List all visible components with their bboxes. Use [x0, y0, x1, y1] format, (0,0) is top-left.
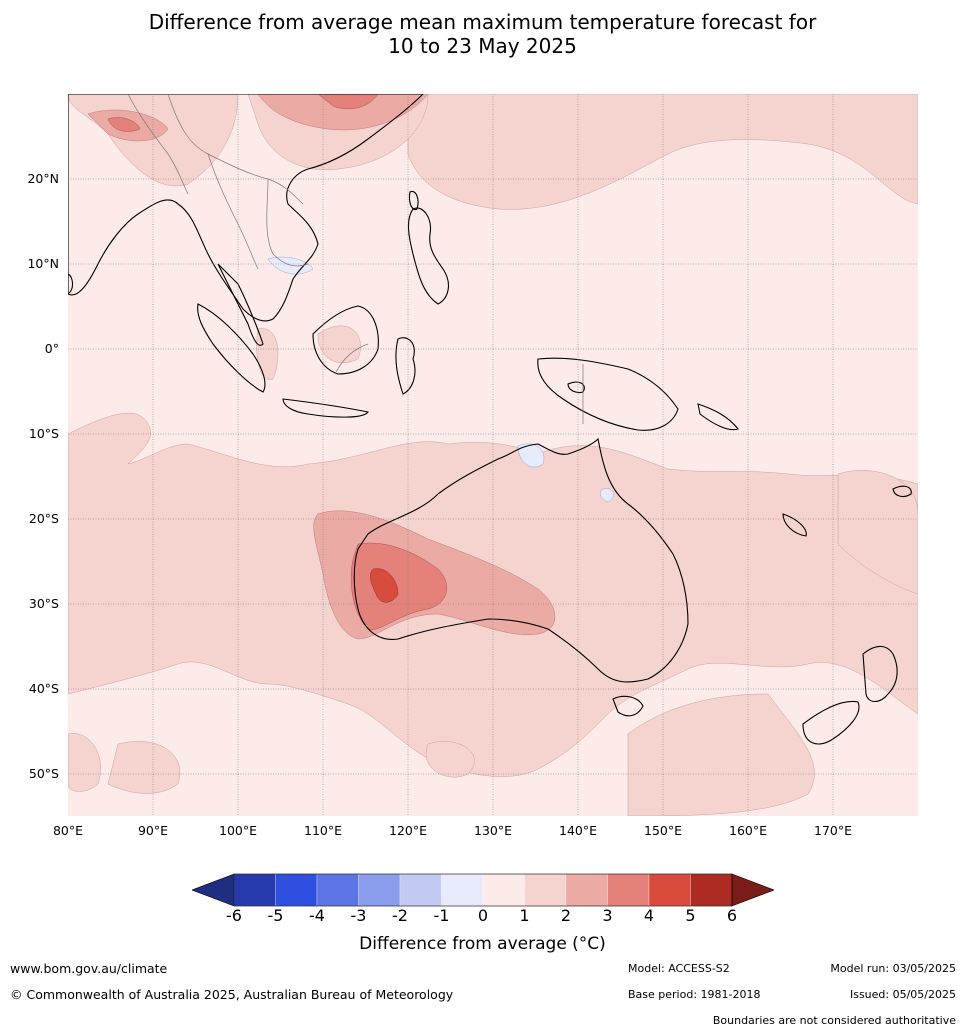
anomaly-4-5-regions	[370, 568, 399, 603]
lon-label-150e: 150°E	[643, 823, 683, 838]
lat-label-20n: 20°N	[27, 171, 59, 186]
colorbar-tick-label: -4	[309, 906, 325, 925]
colorbar-tick-label: -5	[267, 906, 284, 925]
coastlines	[68, 94, 912, 745]
colorbar-tick-label: 2	[560, 906, 572, 925]
base-period-text: Base period: 1981-2018	[628, 988, 761, 1001]
model-run-text: Model run: 03/05/2025	[830, 962, 956, 975]
lon-label-170e: 170°E	[813, 823, 853, 838]
anomaly-negative-patches	[267, 256, 614, 503]
title-line-2: 10 to 23 May 2025	[388, 34, 577, 58]
colorbar-segment	[275, 873, 318, 907]
colorbar-segment	[524, 873, 567, 907]
colorbar-segment	[233, 873, 276, 907]
anomaly-3-4-regions	[107, 94, 447, 631]
lon-label-90e: 90°E	[137, 823, 169, 838]
colorbar-tick-label: 0	[477, 906, 489, 925]
website-link[interactable]: www.bom.gov.au/climate	[10, 961, 168, 976]
lat-label-10n: 10°N	[27, 256, 59, 271]
colorbar-tick-label: -3	[350, 906, 367, 925]
lon-label-140e: 140°E	[558, 823, 598, 838]
lat-label-10s: 10°S	[28, 426, 59, 441]
lon-label-120e: 120°E	[388, 823, 428, 838]
colorbar-segment	[482, 873, 525, 907]
colorbar-segment	[441, 873, 484, 907]
colorbar	[192, 873, 774, 907]
lat-label-40s: 40°S	[28, 681, 59, 696]
colorbar-extend-low	[192, 873, 235, 907]
lat-label-50s: 50°S	[28, 766, 59, 781]
colorbar-tick-label: 3	[602, 906, 613, 925]
colorbar-segment	[399, 873, 442, 907]
gridlines	[68, 94, 918, 816]
lon-label-110e: 110°E	[303, 823, 343, 838]
colorbar-label: Difference from average (°C)	[359, 934, 606, 954]
title-line-1: Difference from average mean maximum tem…	[148, 10, 817, 34]
colorbar-segment	[690, 873, 733, 907]
model-text: Model: ACCESS-S2	[628, 962, 730, 975]
colorbar-tick-label: -6	[226, 906, 242, 925]
lon-label-80e: 80°E	[52, 823, 84, 838]
colorbar-tick-label: 5	[685, 906, 696, 925]
colorbar-extend-high	[731, 873, 774, 907]
lat-label-20s: 20°S	[28, 511, 59, 526]
lon-label-100e: 100°E	[218, 823, 258, 838]
issued-text: Issued: 05/05/2025	[849, 988, 956, 1001]
colorbar-tick-label: 4	[643, 906, 655, 925]
lon-label-130e: 130°E	[473, 823, 513, 838]
colorbar-outline	[233, 873, 733, 907]
copyright-text: © Commonwealth of Australia 2025, Austra…	[10, 987, 454, 1002]
country-borders	[127, 94, 584, 424]
disclaimer-text: Boundaries are not considered authoritat…	[712, 1014, 956, 1027]
colorbar-segment	[648, 873, 691, 907]
colorbar-segment	[565, 873, 608, 907]
chart-title: Difference from average mean maximum tem…	[0, 10, 965, 58]
colorbar-segment	[607, 873, 650, 907]
colorbar-segment	[358, 873, 401, 907]
colorbar-tick-label: -1	[433, 906, 450, 925]
forecast-map	[68, 94, 918, 816]
lon-label-160e: 160°E	[728, 823, 768, 838]
colorbar-tick-label: 6	[726, 906, 738, 925]
colorbar-segment	[316, 873, 359, 907]
lat-label-0: 0°	[44, 341, 59, 356]
colorbar-tick-label: -2	[392, 906, 408, 925]
map-svg	[68, 94, 918, 816]
lat-label-30s: 30°S	[28, 596, 59, 611]
colorbar-tick-label: 1	[519, 906, 530, 925]
